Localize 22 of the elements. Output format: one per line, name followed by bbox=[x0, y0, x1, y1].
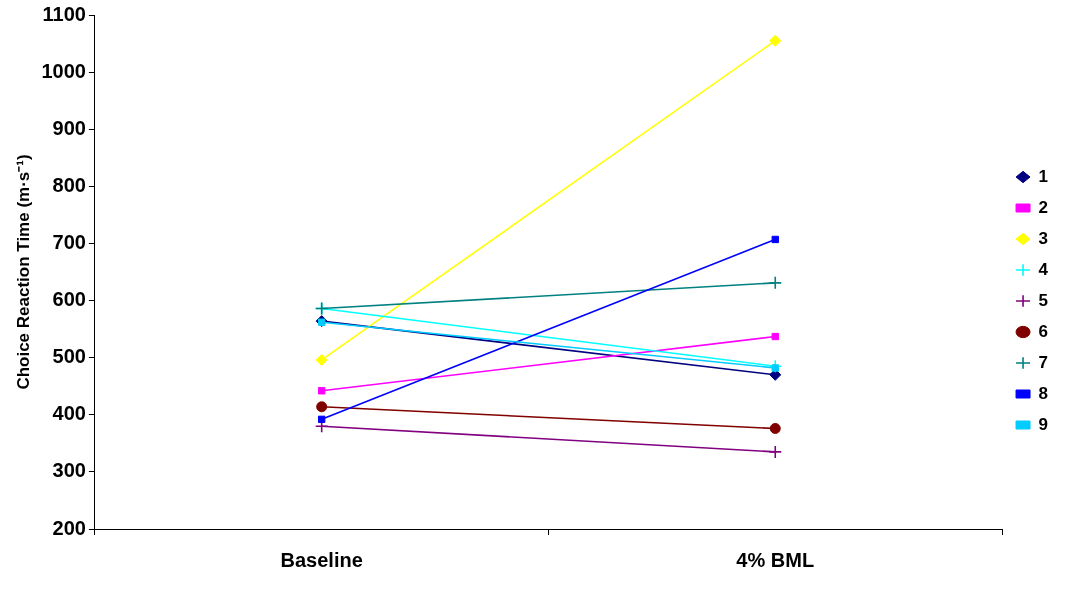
y-axis-title: Choice Reaction Time (m·s⁻¹) bbox=[13, 154, 33, 390]
y-tick-label: 700 bbox=[52, 230, 86, 253]
y-tick-label: 300 bbox=[52, 459, 86, 482]
y-tick-label: 1000 bbox=[41, 59, 86, 82]
y-tick-label: 200 bbox=[52, 516, 86, 539]
x-tick-label: 4% BML bbox=[736, 548, 815, 571]
x-tick-label: Baseline bbox=[280, 548, 363, 571]
legend-label: 8 bbox=[1038, 383, 1049, 403]
y-tick-label: 400 bbox=[52, 402, 86, 425]
legend-label: 5 bbox=[1038, 290, 1049, 310]
y-tick-label: 600 bbox=[52, 288, 86, 311]
legend-label: 2 bbox=[1038, 197, 1049, 217]
legend-label: 9 bbox=[1038, 414, 1049, 434]
legend-label: 1 bbox=[1038, 166, 1049, 186]
y-tick-label: 800 bbox=[52, 173, 86, 196]
y-tick-label: 1100 bbox=[42, 2, 86, 25]
y-tick-label: 500 bbox=[52, 345, 86, 368]
y-tick-label: 900 bbox=[52, 116, 86, 139]
legend-label: 6 bbox=[1038, 321, 1049, 341]
legend-label: 3 bbox=[1038, 228, 1049, 248]
legend-label: 4 bbox=[1038, 259, 1049, 279]
legend-label: 7 bbox=[1038, 352, 1049, 372]
